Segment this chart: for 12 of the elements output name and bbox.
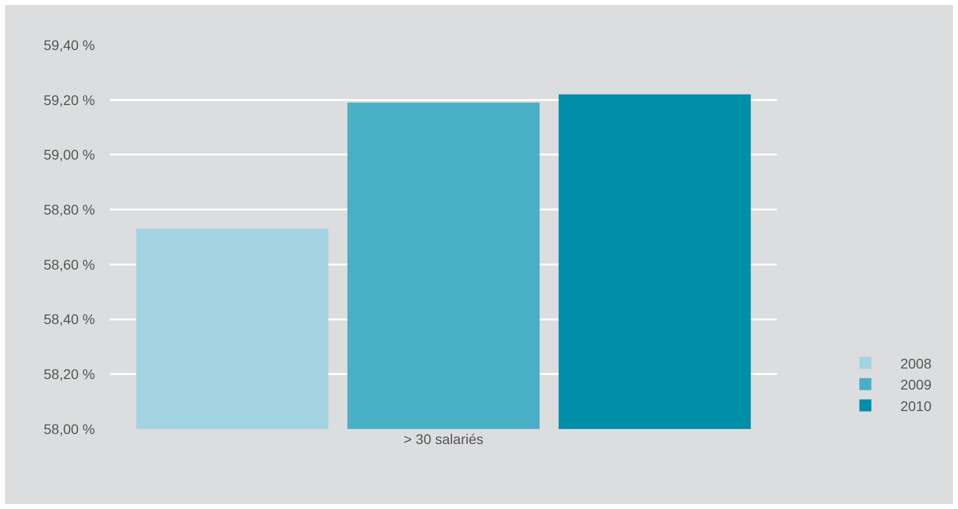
x-tick-label: > 30 salariés xyxy=(404,431,484,447)
y-tick-label: 58,40 % xyxy=(44,311,95,328)
legend-label: 2009 xyxy=(900,376,932,393)
y-tick-label: 58,60 % xyxy=(44,256,95,272)
legend-label: 2010 xyxy=(900,398,932,414)
y-tick-label: 58,80 % xyxy=(44,201,95,218)
y-tick-label: 59,00 % xyxy=(44,146,95,163)
legend-label: 2008 xyxy=(900,355,932,372)
y-tick-label: 59,20 % xyxy=(44,92,95,108)
y-tick-label: 58,20 % xyxy=(44,366,95,382)
y-tick-label: 58,00 % xyxy=(44,420,95,437)
y-tick-label: 59,40 % xyxy=(44,36,95,53)
